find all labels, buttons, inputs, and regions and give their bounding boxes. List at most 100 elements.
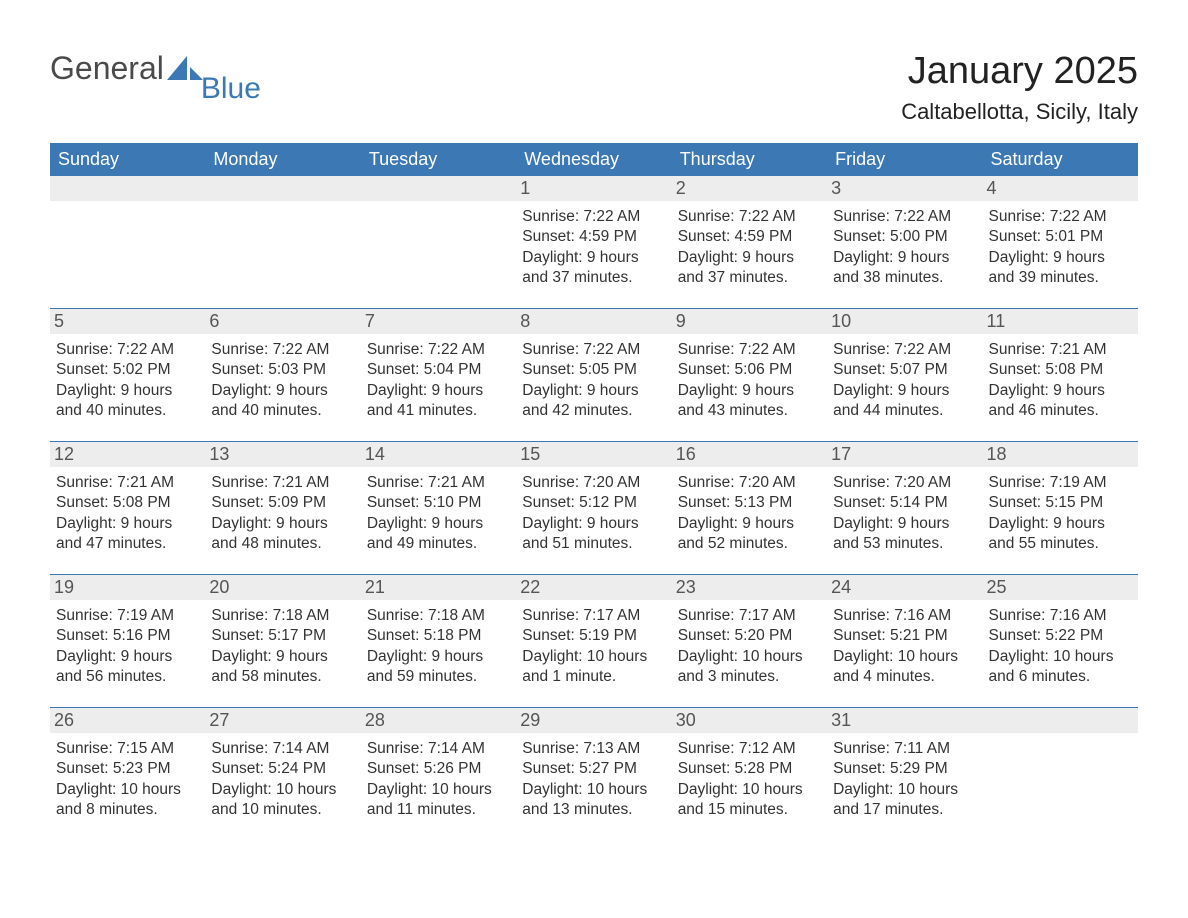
calendar-cell: 25Sunrise: 7:16 AMSunset: 5:22 PMDayligh… (983, 575, 1138, 693)
calendar-cell: 20Sunrise: 7:18 AMSunset: 5:17 PMDayligh… (205, 575, 360, 693)
calendar-cell: 8 Sunrise: 7:22 AMSunset: 5:05 PMDaylight… (516, 309, 671, 427)
daylight-text: Daylight: 9 hours and 40 minutes. (211, 381, 354, 422)
sunrise-text: Sunrise: 7:20 AM (833, 473, 976, 493)
sunrise-text: Sunrise: 7:21 AM (367, 473, 510, 493)
dayheader-tuesday: Tuesday (361, 143, 516, 176)
sunset-text: Sunset: 5:27 PM (522, 759, 665, 779)
calendar-cell: 31Sunrise: 7:11 AMSunset: 5:29 PMDayligh… (827, 708, 982, 826)
day-details: Sunrise: 7:21 AMSunset: 5:10 PMDaylight:… (367, 473, 510, 555)
calendar-cell: 6Sunrise: 7:22 AMSunset: 5:03 PMDaylight… (205, 309, 360, 427)
sunset-text: Sunset: 5:28 PM (678, 759, 821, 779)
sunset-text: Sunset: 5:19 PM (522, 626, 665, 646)
day-details: Sunrise: 7:22 AMSunset: 5:07 PMDaylight:… (833, 340, 976, 422)
day-details: Sunrise: 7:22 AMSunset: 5:04 PMDaylight:… (367, 340, 510, 422)
day-details: Sunrise: 7:21 AMSunset: 5:08 PMDaylight:… (989, 340, 1132, 422)
day-number: 14 (361, 442, 516, 467)
calendar-cell: 21Sunrise: 7:18 AMSunset: 5:18 PMDayligh… (361, 575, 516, 693)
day-number: 9 (672, 309, 827, 334)
calendar-cell (361, 176, 516, 294)
day-details: Sunrise: 7:12 AMSunset: 5:28 PMDaylight:… (678, 739, 821, 821)
page-title: January 2025 (901, 50, 1138, 93)
day-number: 16 (672, 442, 827, 467)
sunrise-text: Sunrise: 7:12 AM (678, 739, 821, 759)
calendar-cell: 29Sunrise: 7:13 AMSunset: 5:27 PMDayligh… (516, 708, 671, 826)
sunset-text: Sunset: 5:05 PM (522, 360, 665, 380)
day-details: Sunrise: 7:18 AMSunset: 5:18 PMDaylight:… (367, 606, 510, 688)
sail-icon (167, 56, 203, 87)
sunset-text: Sunset: 5:29 PM (833, 759, 976, 779)
day-number: 3 (827, 176, 982, 201)
daylight-text: Daylight: 10 hours and 4 minutes. (833, 647, 976, 688)
calendar-cell: 16Sunrise: 7:20 AMSunset: 5:13 PMDayligh… (672, 442, 827, 560)
day-number: 11 (983, 309, 1138, 334)
day-details: Sunrise: 7:22 AMSunset: 5:02 PMDaylight:… (56, 340, 199, 422)
sunset-text: Sunset: 5:21 PM (833, 626, 976, 646)
sunrise-text: Sunrise: 7:22 AM (56, 340, 199, 360)
sunset-text: Sunset: 5:07 PM (833, 360, 976, 380)
day-number (50, 176, 205, 201)
sunrise-text: Sunrise: 7:11 AM (833, 739, 976, 759)
day-number: 10 (827, 309, 982, 334)
day-details: Sunrise: 7:19 AMSunset: 5:16 PMDaylight:… (56, 606, 199, 688)
calendar-cell: 30Sunrise: 7:12 AMSunset: 5:28 PMDayligh… (672, 708, 827, 826)
sunrise-text: Sunrise: 7:17 AM (522, 606, 665, 626)
daylight-text: Daylight: 9 hours and 55 minutes. (989, 514, 1132, 555)
sunset-text: Sunset: 5:04 PM (367, 360, 510, 380)
sunrise-text: Sunrise: 7:14 AM (367, 739, 510, 759)
day-number: 19 (50, 575, 205, 600)
calendar-cell: 7Sunrise: 7:22 AMSunset: 5:04 PMDaylight… (361, 309, 516, 427)
week-row: 19 Sunrise: 7:19 AMSunset: 5:16 PMDayligh… (50, 574, 1138, 693)
sunset-text: Sunset: 5:26 PM (367, 759, 510, 779)
day-details: Sunrise: 7:22 AMSunset: 5:03 PMDaylight:… (211, 340, 354, 422)
daylight-text: Daylight: 9 hours and 59 minutes. (367, 647, 510, 688)
sunrise-text: Sunrise: 7:18 AM (367, 606, 510, 626)
sunset-text: Sunset: 5:01 PM (989, 227, 1132, 247)
calendar-cell: 19 Sunrise: 7:19 AMSunset: 5:16 PMDayligh… (50, 575, 205, 693)
sunrise-text: Sunrise: 7:22 AM (833, 207, 976, 227)
calendar-cell: 23Sunrise: 7:17 AMSunset: 5:20 PMDayligh… (672, 575, 827, 693)
daylight-text: Daylight: 9 hours and 42 minutes. (522, 381, 665, 422)
daylight-text: Daylight: 10 hours and 10 minutes. (211, 780, 354, 821)
daylight-text: Daylight: 9 hours and 39 minutes. (989, 248, 1132, 289)
day-number (205, 176, 360, 201)
sunrise-text: Sunrise: 7:19 AM (989, 473, 1132, 493)
day-number: 15 (516, 442, 671, 467)
sunrise-text: Sunrise: 7:22 AM (211, 340, 354, 360)
calendar-cell: 11 Sunrise: 7:21 AMSunset: 5:08 PMDayligh… (983, 309, 1138, 427)
day-number: 8 (516, 309, 671, 334)
day-number: 24 (827, 575, 982, 600)
daylight-text: Daylight: 9 hours and 41 minutes. (367, 381, 510, 422)
day-details: Sunrise: 7:22 AMSunset: 5:01 PMDaylight:… (989, 207, 1132, 289)
daylight-text: Daylight: 9 hours and 43 minutes. (678, 381, 821, 422)
sunset-text: Sunset: 5:22 PM (989, 626, 1132, 646)
dayheader-friday: Friday (827, 143, 982, 176)
daylight-text: Daylight: 9 hours and 56 minutes. (56, 647, 199, 688)
sunset-text: Sunset: 5:18 PM (367, 626, 510, 646)
daylight-text: Daylight: 9 hours and 48 minutes. (211, 514, 354, 555)
calendar-cell (50, 176, 205, 294)
calendar-cell: 2Sunrise: 7:22 AMSunset: 4:59 PMDaylight… (672, 176, 827, 294)
day-number: 22 (516, 575, 671, 600)
sunset-text: Sunset: 5:08 PM (56, 493, 199, 513)
day-details: Sunrise: 7:13 AMSunset: 5:27 PMDaylight:… (522, 739, 665, 821)
daylight-text: Daylight: 9 hours and 58 minutes. (211, 647, 354, 688)
day-number: 27 (205, 708, 360, 733)
daylight-text: Daylight: 10 hours and 11 minutes. (367, 780, 510, 821)
title-block: January 2025 Caltabellotta, Sicily, Ital… (901, 50, 1138, 125)
daylight-text: Daylight: 9 hours and 46 minutes. (989, 381, 1132, 422)
dayheader-row: Sunday Monday Tuesday Wednesday Thursday… (50, 143, 1138, 176)
sunset-text: Sunset: 5:10 PM (367, 493, 510, 513)
day-number: 5 (50, 309, 205, 334)
day-details: Sunrise: 7:22 AMSunset: 5:05 PMDaylight:… (522, 340, 665, 422)
sunrise-text: Sunrise: 7:14 AM (211, 739, 354, 759)
daylight-text: Daylight: 9 hours and 44 minutes. (833, 381, 976, 422)
day-number: 12 (50, 442, 205, 467)
week-row: 12Sunrise: 7:21 AMSunset: 5:08 PMDayligh… (50, 441, 1138, 560)
day-details: Sunrise: 7:21 AMSunset: 5:08 PMDaylight:… (56, 473, 199, 555)
day-details: Sunrise: 7:22 AMSunset: 4:59 PMDaylight:… (678, 207, 821, 289)
calendar-cell: 28Sunrise: 7:14 AMSunset: 5:26 PMDayligh… (361, 708, 516, 826)
calendar-cell: 15Sunrise: 7:20 AMSunset: 5:12 PMDayligh… (516, 442, 671, 560)
sunset-text: Sunset: 5:13 PM (678, 493, 821, 513)
sunset-text: Sunset: 5:02 PM (56, 360, 199, 380)
day-details: Sunrise: 7:18 AMSunset: 5:17 PMDaylight:… (211, 606, 354, 688)
